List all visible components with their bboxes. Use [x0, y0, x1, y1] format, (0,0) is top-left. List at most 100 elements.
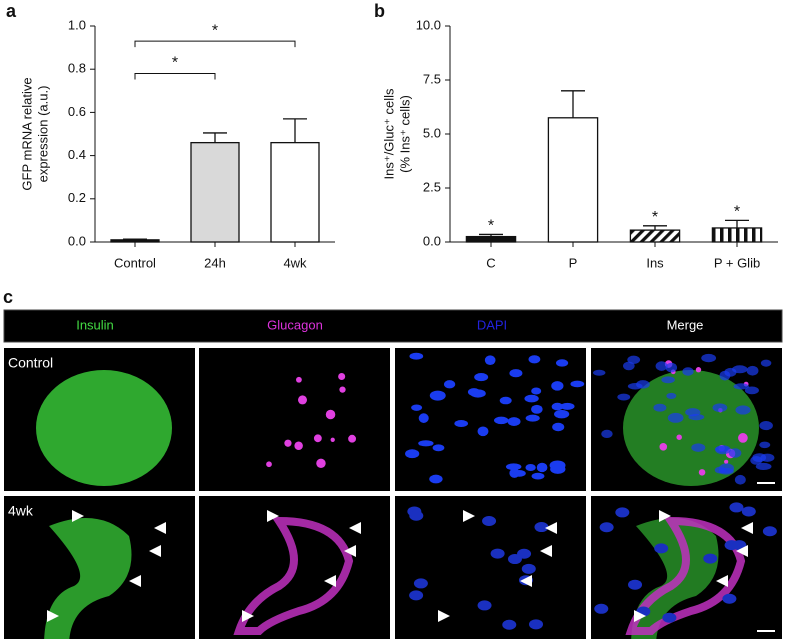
arrowhead — [634, 610, 646, 622]
glucagon-signal — [266, 461, 272, 468]
nucleus — [536, 462, 548, 473]
arrowhead — [463, 510, 475, 522]
arrowhead — [267, 510, 279, 522]
arrowhead — [520, 575, 532, 587]
arrowhead — [540, 545, 552, 557]
y-axis-label: Ins⁺/Gluc⁺ cells — [381, 88, 396, 180]
nucleus — [623, 361, 635, 371]
arrowhead — [242, 610, 254, 622]
arrowhead — [716, 575, 728, 587]
y-axis-label: (% Ins⁺ cells) — [397, 95, 412, 173]
y-tick-label: 2.5 — [423, 179, 441, 194]
nucleus — [728, 448, 742, 458]
nucleus — [617, 393, 631, 401]
row-label: 4wk — [8, 503, 34, 519]
nucleus — [429, 474, 443, 484]
nucleus — [525, 414, 540, 422]
glucagon-signal — [738, 433, 748, 443]
nucleus — [636, 380, 650, 389]
glucagon-signal — [695, 367, 702, 373]
nucleus — [493, 416, 509, 425]
nucleus — [593, 369, 606, 376]
error-bar — [479, 233, 503, 237]
arrowhead — [736, 545, 748, 557]
error-bar — [643, 225, 667, 231]
bar — [629, 229, 681, 243]
arrowhead — [545, 522, 557, 534]
glucagon-signal — [325, 409, 336, 420]
nucleus — [505, 463, 522, 471]
y-tick-label: 5.0 — [423, 125, 441, 140]
nucleus — [418, 413, 429, 423]
row-label: Control — [8, 355, 53, 371]
significance-star: * — [212, 22, 218, 39]
glucagon-signal — [296, 376, 302, 383]
nucleus — [507, 554, 522, 565]
nucleus — [525, 463, 536, 472]
bar — [270, 141, 320, 243]
nucleus — [552, 422, 565, 432]
glucagon-signal — [233, 516, 354, 635]
nucleus — [712, 403, 728, 412]
nucleus — [685, 408, 701, 417]
bar — [547, 117, 599, 243]
nucleus — [722, 593, 737, 604]
nucleus — [509, 468, 520, 478]
nucleus — [653, 403, 667, 412]
x-tick-label: C — [486, 255, 495, 270]
nucleus — [691, 443, 706, 452]
arrowhead — [72, 510, 84, 522]
column-header: Merge — [667, 317, 704, 332]
header-bar — [3, 309, 783, 343]
nucleus — [482, 515, 497, 526]
nucleus — [507, 417, 521, 426]
nucleus — [413, 578, 428, 589]
x-tick-label: Ins — [646, 255, 664, 270]
nucleus — [741, 506, 756, 517]
bar — [711, 227, 763, 243]
nucleus — [429, 390, 446, 401]
arrowhead — [47, 610, 59, 622]
glucagon-signal — [316, 458, 326, 469]
y-tick-label: 0.0 — [423, 233, 441, 248]
nucleus — [549, 460, 566, 471]
glucagon-signal — [724, 459, 729, 464]
nucleus — [735, 405, 751, 415]
error-bar — [203, 132, 227, 143]
nucleus — [594, 603, 609, 614]
glucagon-signal — [294, 441, 303, 450]
nucleus — [655, 361, 668, 371]
nucleus — [474, 373, 489, 382]
y-tick-label: 0.6 — [68, 104, 86, 119]
nucleus — [682, 367, 694, 376]
image-grid: Control 4wk — [4, 348, 782, 644]
bar — [465, 235, 517, 243]
nucleus — [409, 510, 424, 521]
nucleus — [509, 369, 523, 378]
significance-star: * — [488, 218, 494, 235]
bar — [110, 239, 160, 243]
nucleus — [432, 444, 445, 452]
image-tile — [4, 496, 195, 644]
panel-label: a — [6, 1, 17, 21]
nucleus — [667, 412, 684, 423]
nucleus — [760, 359, 772, 367]
glucagon-signal — [297, 395, 308, 405]
y-tick-label: 10.0 — [416, 17, 441, 32]
column-header: Insulin — [76, 317, 114, 332]
arrowhead — [324, 575, 336, 587]
glucagon-signal — [313, 434, 322, 443]
nucleus — [729, 502, 744, 513]
nucleus — [755, 462, 772, 471]
arrowhead — [154, 522, 166, 534]
nucleus — [528, 355, 541, 364]
nucleus — [467, 388, 481, 396]
nucleus — [502, 619, 517, 630]
nucleus — [665, 362, 678, 373]
nucleus — [531, 387, 542, 395]
image-tile — [395, 348, 586, 491]
nucleus — [554, 409, 570, 419]
nucleus — [759, 441, 771, 449]
column-header: Glucagon — [267, 317, 323, 332]
